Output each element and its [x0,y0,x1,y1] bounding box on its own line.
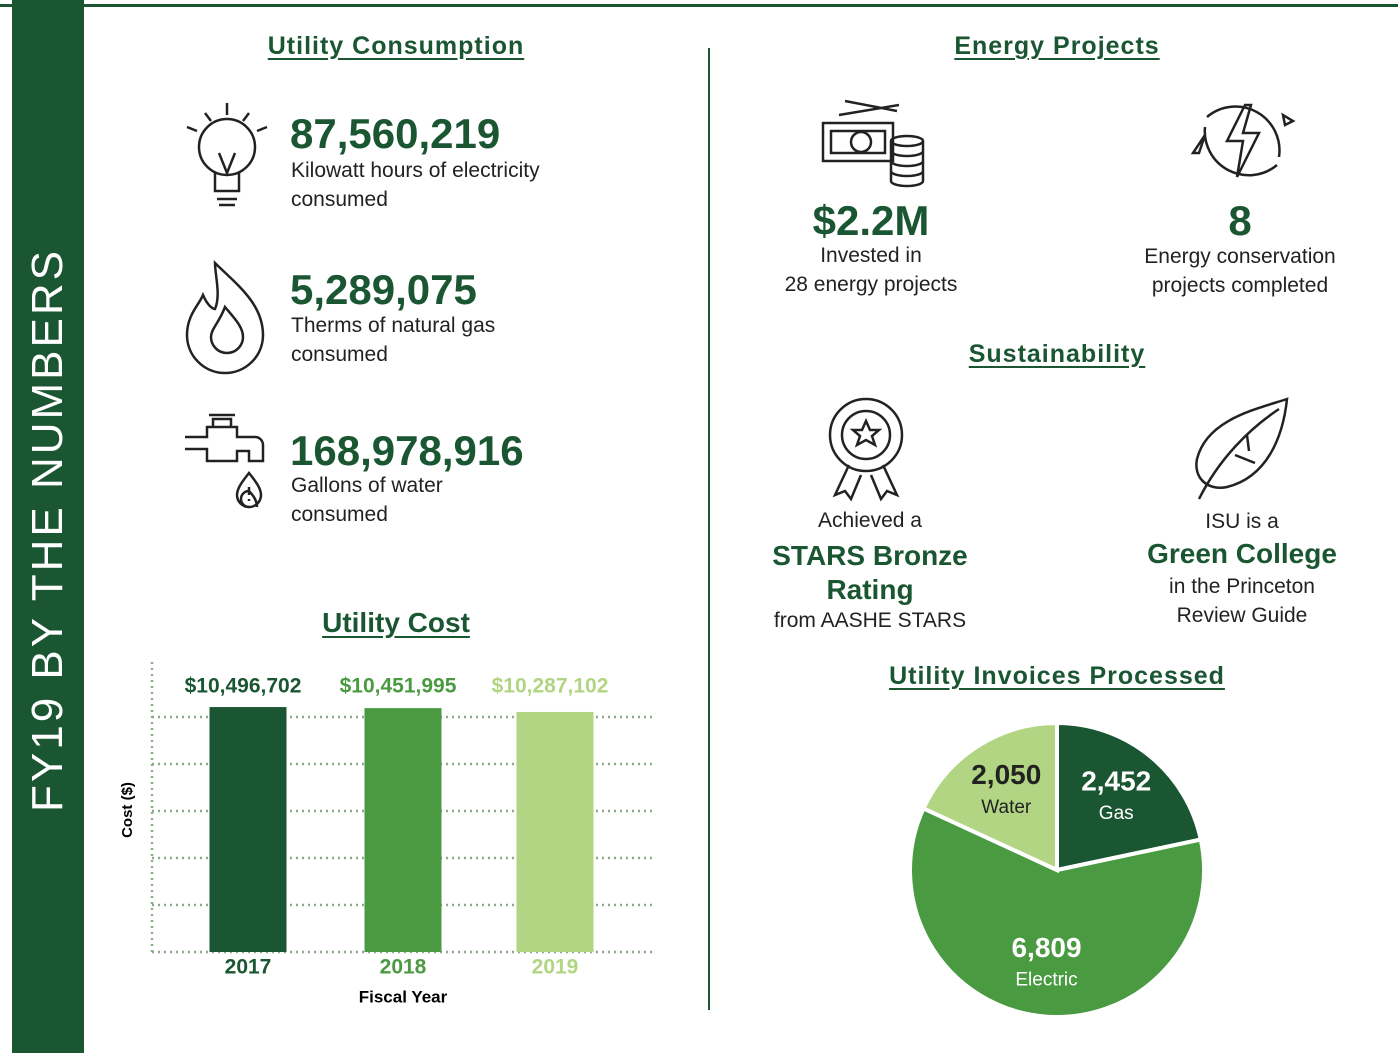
line: consumed [291,188,388,211]
slice-label: Electric [1015,970,1077,991]
line: projects completed [1151,274,1329,297]
stat-text: Kilowatt hours of electricity consumed [291,156,540,214]
divider [708,48,710,1010]
line: Rating [826,574,914,605]
sust-highlight: STARS Bronze Rating [772,539,968,607]
y-axis-label: Cost ($) [119,782,136,838]
money-icon [821,99,925,188]
line: in the Princeton [1169,575,1315,598]
sidebar-title: FY19 BY THE NUMBERS [23,248,72,812]
stat-value: $2.2M [812,197,930,244]
line: consumed [291,503,388,526]
sust-highlight: Green College [1147,538,1337,569]
grid [150,662,655,954]
line: consumed [291,343,388,366]
bar [364,708,442,952]
slice-value: 2,452 [1081,765,1151,796]
sust-text: from AASHE STARS [773,609,967,632]
line: Invested in [820,244,922,267]
flame-icon [185,259,265,375]
line: Gallons of water [291,474,443,497]
bar [209,707,287,952]
slice-value: 2,050 [971,759,1041,790]
x-tick-label: 2019 [532,956,579,979]
x-tick-label: 2017 [225,956,272,979]
line: Review Guide [1176,604,1308,627]
top-rule [0,4,1398,7]
bar [516,711,594,952]
sust-text: ISU is a [1205,510,1279,533]
chart-title: Utility Invoices Processed [889,662,1225,690]
slice-label: Water [981,797,1032,818]
stat-value: 168,978,916 [290,427,524,474]
stat-text: Gallons of water consumed [291,471,443,529]
x-axis-label: Fiscal Year [359,987,448,1006]
pie-chart: 2,452 Gas 6,809 Electric 2,050 Water [908,720,1206,1019]
pie-slice [920,720,1059,874]
sust-text: in the Princeton Review Guide [1169,572,1315,630]
stat-value: 87,560,219 [290,110,501,157]
icons-left [185,103,268,509]
x-tick-label: 2018 [380,956,427,979]
bar-chart: Fiscal Year Cost ($) $10,496,702 2017 $10,… [119,662,655,1006]
section-title: Utility Consumption [267,32,525,60]
line: Kilowatt hours of electricity [291,159,540,182]
section-title: Energy Projects [954,32,1160,60]
stat-text: Invested in 28 energy projects [785,241,958,299]
icons-energy [821,99,1296,188]
award-icon [828,397,904,502]
sidebar [12,0,84,1053]
slice-value: 6,809 [1011,932,1081,963]
stat-text: Energy conservation projects completed [1144,242,1335,300]
slice-label: Gas [1099,803,1134,824]
value-label: $10,496,702 [185,675,302,698]
section-title: Sustainability [968,340,1146,368]
icons-sustainability [828,397,1289,502]
pie-slice [1055,720,1204,873]
leaf-icon [1195,397,1289,500]
bulb-icon [186,103,268,207]
line: 28 energy projects [784,273,958,296]
value-label: $10,451,995 [340,675,457,698]
line: Energy conservation [1144,245,1336,268]
stat-value: 5,289,075 [290,266,477,313]
chart-title: Utility Cost [322,607,470,638]
stat-text: Therms of natural gas consumed [291,311,495,369]
energy-icon [1190,103,1296,178]
stat-value: 8 [1228,197,1252,244]
sust-text: Achieved a [818,509,922,532]
faucet-icon [185,413,265,509]
line: STARS Bronze [772,540,968,571]
value-label: $10,287,102 [492,675,609,698]
pie-slice [908,805,1206,1019]
line: Therms of natural gas [291,314,496,337]
